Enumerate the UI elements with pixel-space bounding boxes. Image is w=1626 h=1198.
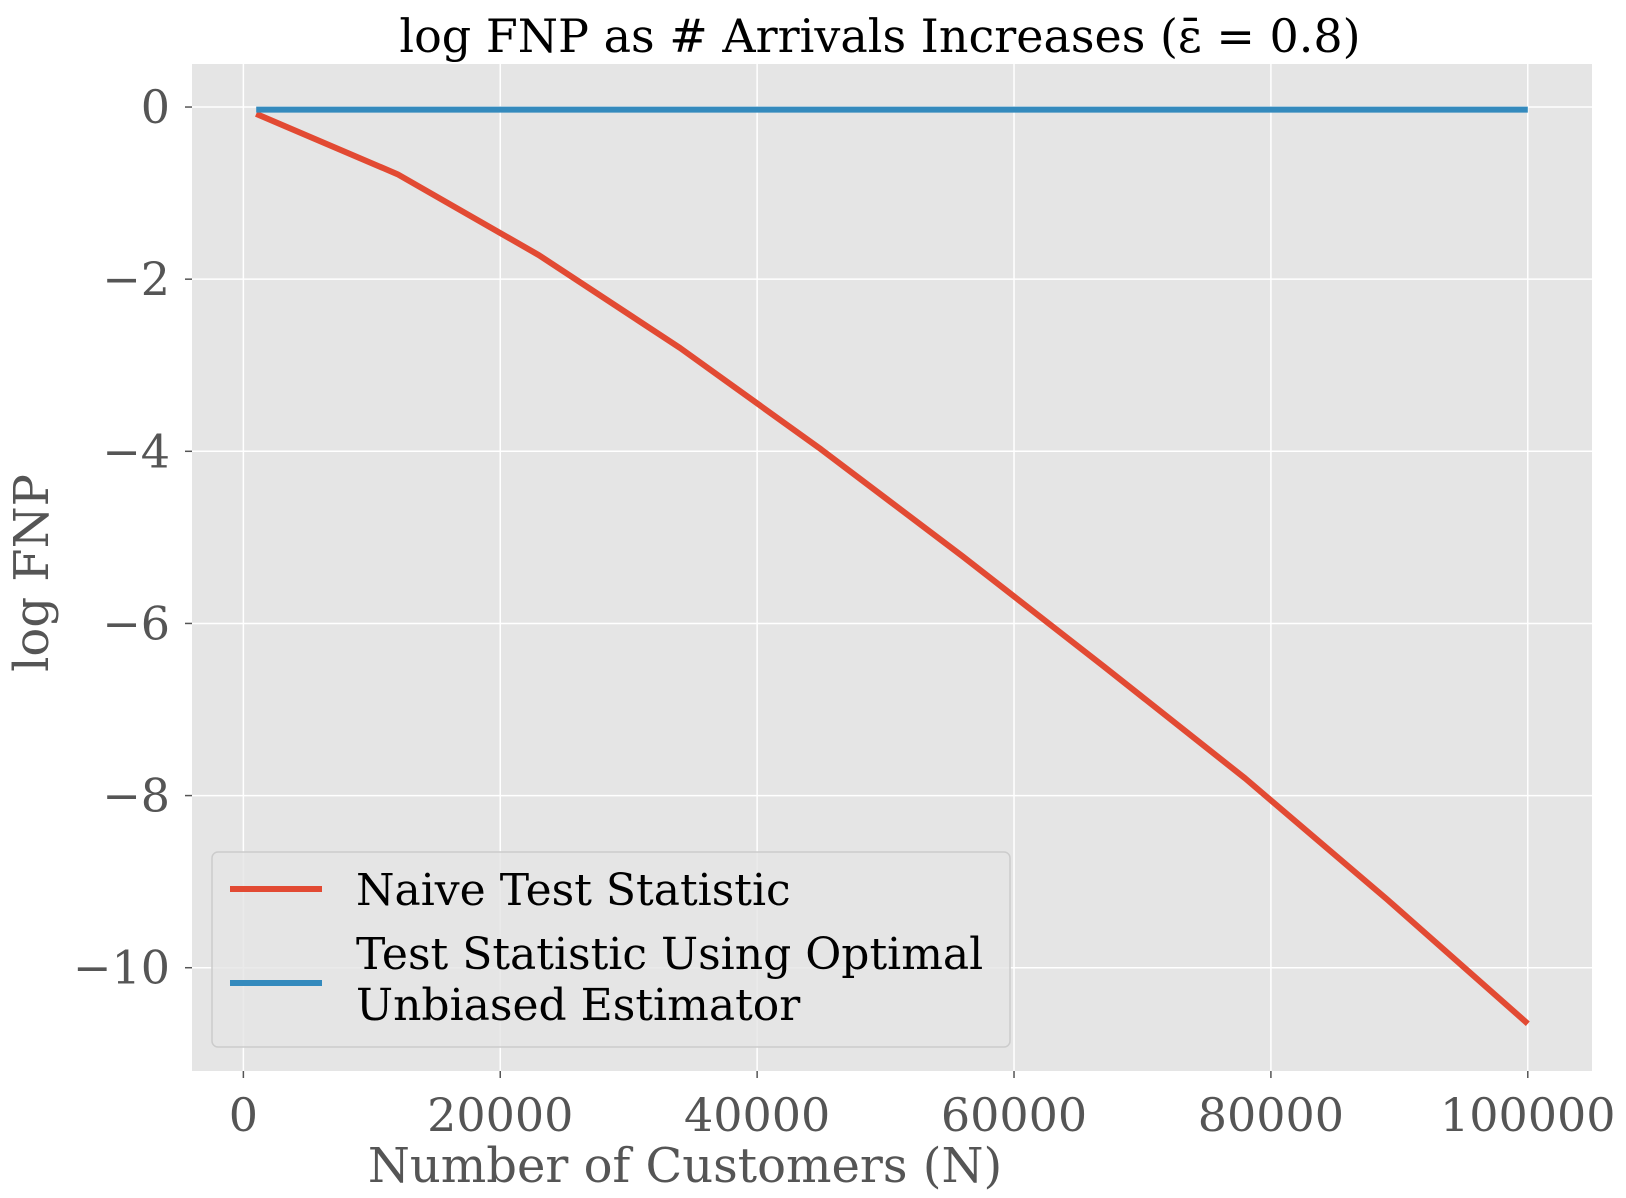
legend-box — [211, 851, 1011, 1048]
legend-label-optimal-line1: Test Statistic Using Optimal — [356, 929, 983, 980]
x-tick-label: 40000 — [684, 1088, 830, 1142]
y-tick-label: −2 — [102, 252, 170, 306]
x-tick-label: 100000 — [1440, 1088, 1616, 1142]
x-axis-label: Number of Customers (N) — [368, 1138, 1002, 1194]
chart-title: log FNP as # Arrivals Increases (ε̄ = 0.… — [399, 9, 1360, 63]
y-axis-ticks: 0 −2 −4 −6 −8 −10 — [73, 80, 192, 995]
x-axis-ticks: 0 20000 40000 60000 80000 100000 — [229, 1071, 1616, 1142]
y-axis-label: log FNP — [4, 474, 60, 672]
y-tick-label: −8 — [102, 769, 170, 823]
grid — [192, 64, 1592, 1071]
y-tick-label: 0 — [141, 80, 170, 134]
x-tick-label: 80000 — [1198, 1088, 1344, 1142]
series-line-0 — [255, 111, 1530, 1026]
y-tick-label: −10 — [73, 941, 170, 995]
x-tick-label: 60000 — [941, 1088, 1087, 1142]
x-tick-label: 0 — [229, 1088, 258, 1142]
y-tick-label: −6 — [102, 596, 170, 650]
series-layer — [255, 106, 1530, 1026]
legend-label-optimal-line2: Unbiased Estimator — [356, 980, 801, 1031]
legend-label-naive: Naive Test Statistic — [356, 865, 791, 916]
y-tick-label: −4 — [102, 424, 170, 478]
legend: Naive Test Statistic Test Statistic Usin… — [211, 851, 1011, 1048]
x-tick-label: 20000 — [427, 1088, 573, 1142]
